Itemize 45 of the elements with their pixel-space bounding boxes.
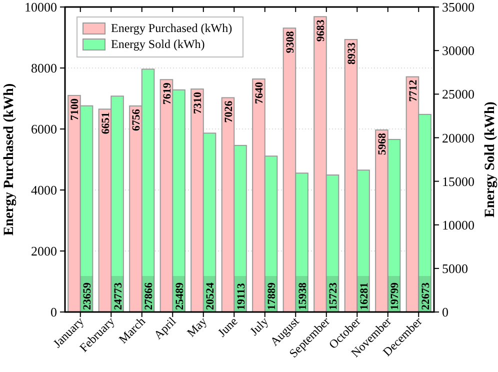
x-tick-label: July [246, 314, 271, 338]
data-label: 25489 [174, 282, 186, 310]
data-label: 9683 [315, 19, 328, 42]
y2-tick-label: 25000 [442, 86, 474, 102]
data-label: 8933 [346, 42, 358, 65]
x-tick-label: May [184, 314, 210, 340]
y-axis-title: Energy Purchased (kWh) [2, 83, 17, 236]
y2-tick-label: 20000 [442, 130, 474, 146]
y-tick-label: 4000 [31, 182, 57, 198]
data-label: 22673 [420, 282, 432, 310]
data-label: 17889 [266, 282, 278, 310]
data-label: 27866 [143, 282, 156, 310]
data-label: 5968 [376, 132, 389, 155]
data-label: 7100 [69, 98, 82, 120]
data-label: 7712 [407, 79, 420, 102]
y2-tick-label: 0 [442, 304, 448, 320]
data-label: 7026 [222, 100, 235, 123]
y-tick-label: 2000 [31, 244, 57, 259]
x-tick-label: June [214, 314, 240, 340]
y2-tick-label: 30000 [442, 43, 474, 58]
data-label: 24773 [112, 282, 124, 310]
y-tick-label: 6000 [31, 122, 57, 137]
data-label: 19799 [389, 282, 402, 310]
y-tick-label: 10000 [24, 0, 57, 15]
y2-tick-label: 10000 [442, 217, 474, 232]
data-label: 6756 [130, 108, 143, 131]
legend-label: Energy Purchased (kWh) [111, 21, 232, 35]
y-tick-label: 8000 [31, 60, 57, 76]
y2-tick-label: 15000 [442, 174, 474, 189]
data-label: 6651 [100, 112, 112, 134]
data-label: 15723 [328, 282, 340, 310]
data-label: 7310 [192, 92, 204, 114]
legend-label: Energy Sold (kWh) [111, 37, 205, 51]
data-label: 15938 [296, 282, 309, 310]
y-tick-label: 0 [50, 304, 57, 320]
y2-axis-title: Energy Sold (kWh) [483, 101, 498, 218]
data-label: 9308 [284, 30, 296, 54]
y2-tick-label: 5000 [442, 260, 468, 276]
data-label: 23659 [82, 282, 94, 310]
data-label: 19113 [235, 282, 248, 310]
data-label: 16281 [358, 282, 370, 310]
y2-tick-label: 35000 [442, 0, 474, 15]
data-label: 7619 [161, 82, 174, 105]
data-label: 20524 [204, 282, 217, 310]
data-label: 7640 [254, 81, 266, 104]
